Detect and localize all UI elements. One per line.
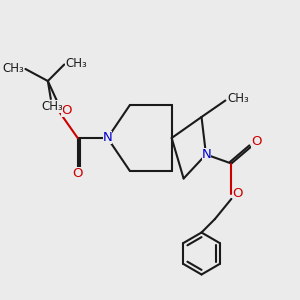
Text: CH₃: CH₃ (3, 62, 24, 76)
Text: O: O (251, 135, 262, 148)
Text: N: N (103, 130, 112, 144)
Text: CH₃: CH₃ (227, 92, 249, 105)
Text: O: O (61, 104, 72, 117)
Text: O: O (233, 187, 243, 200)
Text: O: O (72, 167, 83, 180)
Text: CH₃: CH₃ (41, 100, 63, 113)
Text: CH₃: CH₃ (65, 57, 87, 70)
Text: N: N (202, 148, 212, 161)
